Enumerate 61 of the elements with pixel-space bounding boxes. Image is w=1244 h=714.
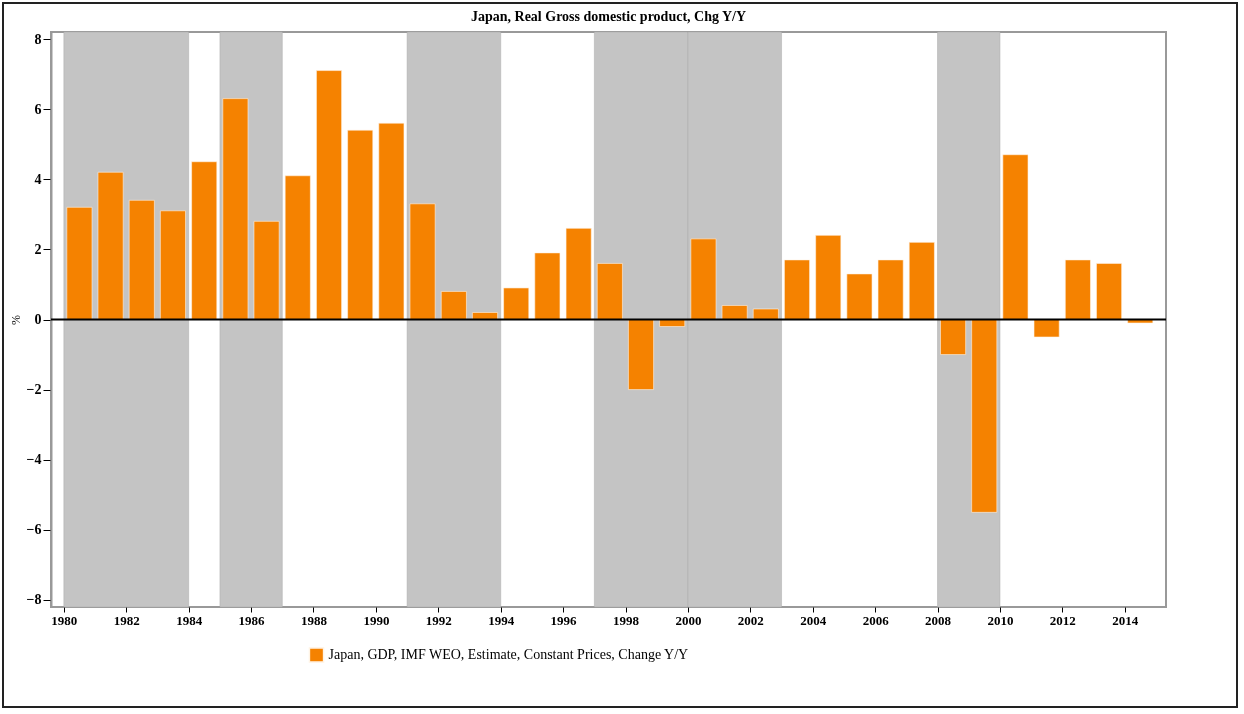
bar [1096,263,1122,320]
bar [846,273,873,320]
x-tick-label: 2012 [1049,612,1076,628]
bar [908,242,935,320]
bar [752,308,779,320]
x-tick-label: 1988 [300,612,328,628]
bar [534,252,561,320]
bar [97,171,124,320]
x-tick-label: 1992 [425,612,452,628]
bar [222,98,249,320]
x-tick-label: 2002 [737,612,764,628]
bar [1002,154,1029,320]
y-tick-label: −4 [26,452,42,468]
y-tick-label: 6 [34,101,42,117]
bar [253,221,280,320]
bar [128,199,155,320]
y-tick-label: 8 [34,31,42,47]
bar [284,175,311,320]
bar [503,287,530,320]
x-tick-label: 2000 [675,612,702,628]
bar [378,122,405,320]
bar [565,228,592,320]
y-tick-label: −6 [26,522,42,538]
x-tick-label: 2008 [925,612,952,628]
x-tick-label: 1980 [51,612,78,628]
legend-label: Japan, GDP, IMF WEO, Estimate, Constant Prices, Change Y/Y [328,647,689,662]
bar [628,319,654,390]
y-tick-label: 0 [34,312,42,327]
bar [877,259,904,320]
bar [971,319,998,513]
y-axis-title: % [8,315,23,325]
bar [940,319,966,355]
bar [191,161,218,320]
bar [1064,259,1091,320]
bar [721,305,748,320]
bar [690,238,717,320]
y-tick-label: −2 [26,382,42,398]
x-tick-label: 1996 [550,612,578,628]
x-tick-label: 1984 [176,612,203,628]
bar [815,235,842,320]
x-tick-label: 2014 [1112,612,1139,628]
bar [784,259,810,320]
chart-title: Japan, Real Gross domestic product, Chg Y/Y [470,8,747,24]
x-tick-label: 1982 [113,612,140,628]
bar [596,263,623,320]
y-tick-label: 4 [34,171,42,187]
x-tick-label: 1990 [363,612,390,628]
x-tick-label: 1994 [488,612,515,628]
x-tick-label: 2006 [862,612,890,628]
bar [440,291,467,320]
bar [66,207,93,320]
x-tick-label: 2010 [987,612,1014,628]
y-tick-label: −8 [26,592,42,608]
bar [316,70,342,320]
x-tick-label: 1998 [613,612,640,628]
y-tick-label: 2 [34,241,42,257]
bar [347,129,374,320]
x-tick-label: 2004 [800,612,827,628]
bar [160,210,186,320]
bar [409,203,436,320]
x-tick-label: 1986 [238,612,266,628]
